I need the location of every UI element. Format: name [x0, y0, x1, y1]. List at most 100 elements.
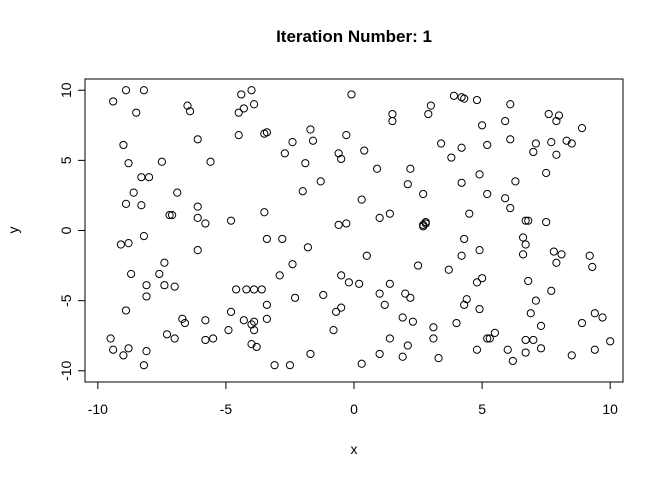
point: [526, 309, 535, 318]
x-tick-label: 0: [350, 401, 358, 417]
point: [201, 316, 210, 325]
point: [226, 216, 236, 225]
point: [301, 159, 310, 168]
plot-frame: [84, 78, 624, 383]
point: [557, 250, 566, 259]
point: [124, 159, 133, 168]
point: [234, 131, 243, 140]
point: [429, 323, 438, 332]
point: [290, 293, 300, 302]
point: [334, 149, 343, 158]
point: [424, 109, 433, 119]
point: [401, 289, 410, 298]
point: [201, 219, 210, 228]
point: [549, 247, 558, 256]
point: [501, 116, 510, 126]
point: [460, 300, 469, 309]
point: [337, 154, 346, 164]
point: [531, 139, 540, 148]
point: [347, 90, 356, 99]
point: [173, 188, 182, 197]
point: [329, 325, 338, 335]
point: [521, 348, 530, 357]
point: [542, 168, 551, 178]
point: [224, 325, 233, 335]
point: [437, 139, 446, 148]
point: [193, 213, 202, 222]
point: [475, 170, 484, 179]
x-axis-label: x: [351, 441, 358, 457]
point: [413, 261, 423, 270]
point: [162, 330, 172, 339]
point: [193, 202, 202, 211]
point: [544, 109, 553, 119]
point: [429, 334, 438, 343]
point: [552, 150, 561, 159]
point: [552, 258, 561, 267]
point: [503, 345, 512, 354]
point: [562, 136, 571, 145]
point: [252, 342, 261, 352]
point: [280, 149, 289, 158]
point: [288, 138, 297, 147]
point: [501, 194, 510, 203]
y-tick-label: 5: [58, 156, 74, 164]
point: [521, 216, 530, 225]
point: [475, 246, 484, 255]
x-tick-label: 10: [602, 401, 618, 417]
point: [239, 316, 248, 325]
point: [121, 199, 131, 208]
point: [144, 173, 154, 182]
point: [449, 91, 459, 100]
point: [109, 345, 118, 354]
point: [142, 281, 151, 290]
point: [106, 334, 115, 343]
point: [475, 304, 484, 314]
point: [457, 251, 466, 260]
point: [139, 361, 149, 370]
point: [577, 123, 587, 133]
point: [183, 101, 192, 110]
point: [531, 296, 540, 305]
point: [132, 108, 141, 117]
point: [460, 94, 469, 103]
point: [262, 300, 271, 309]
point: [472, 95, 482, 105]
point: [406, 293, 415, 302]
point: [344, 278, 353, 287]
point: [262, 314, 271, 323]
y-tick-label: 0: [58, 226, 74, 234]
point: [239, 104, 248, 113]
point: [447, 153, 456, 162]
point: [109, 97, 118, 106]
point: [598, 313, 607, 322]
point: [385, 279, 394, 288]
point: [121, 86, 131, 95]
point: [249, 325, 259, 335]
point: [288, 260, 297, 269]
point: [398, 352, 407, 361]
point: [331, 307, 341, 316]
point: [465, 209, 474, 218]
point: [375, 289, 384, 298]
point: [434, 354, 443, 363]
point: [124, 239, 133, 248]
point: [285, 361, 295, 370]
point: [260, 208, 269, 217]
point: [385, 334, 394, 343]
point: [319, 290, 328, 300]
point: [160, 281, 169, 290]
point: [155, 269, 164, 279]
point: [521, 240, 530, 249]
point: [237, 90, 246, 99]
point: [121, 306, 131, 315]
point: [139, 86, 149, 95]
point: [444, 265, 453, 274]
point: [208, 334, 218, 343]
point: [536, 344, 546, 353]
point: [577, 318, 587, 328]
point: [249, 100, 259, 109]
point: [585, 251, 594, 260]
point: [260, 129, 269, 138]
